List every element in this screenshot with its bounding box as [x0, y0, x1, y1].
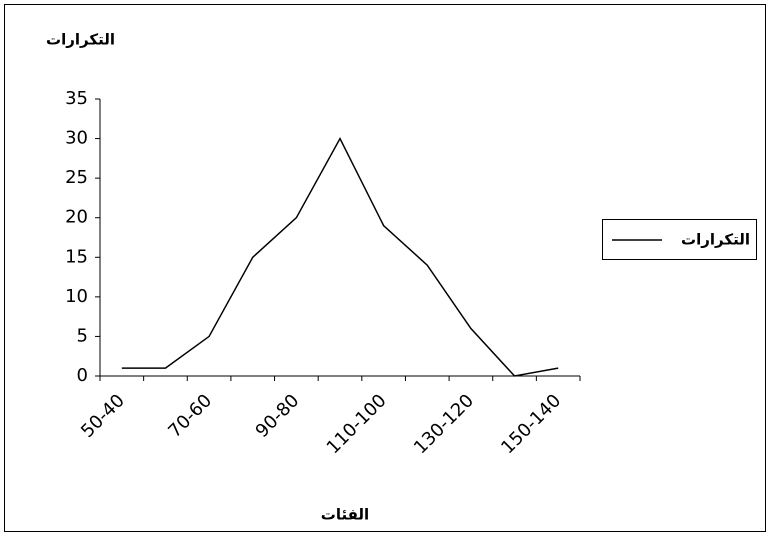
- y-axis-title: التكرارات: [46, 31, 115, 49]
- y-tick-label: 15: [65, 246, 88, 267]
- x-axis-title: الفئات: [321, 506, 369, 524]
- y-tick-label: 35: [65, 88, 88, 109]
- legend-label: التكرارات: [681, 231, 750, 249]
- y-tick-label: 0: [77, 365, 88, 386]
- y-tick-label: 5: [77, 325, 88, 346]
- y-tick-label: 20: [65, 207, 88, 228]
- y-tick-label: 25: [65, 167, 88, 188]
- chart-border: [4, 4, 766, 532]
- y-tick-label: 30: [65, 128, 88, 149]
- y-tick-label: 10: [65, 286, 88, 307]
- line-series: [121, 136, 559, 377]
